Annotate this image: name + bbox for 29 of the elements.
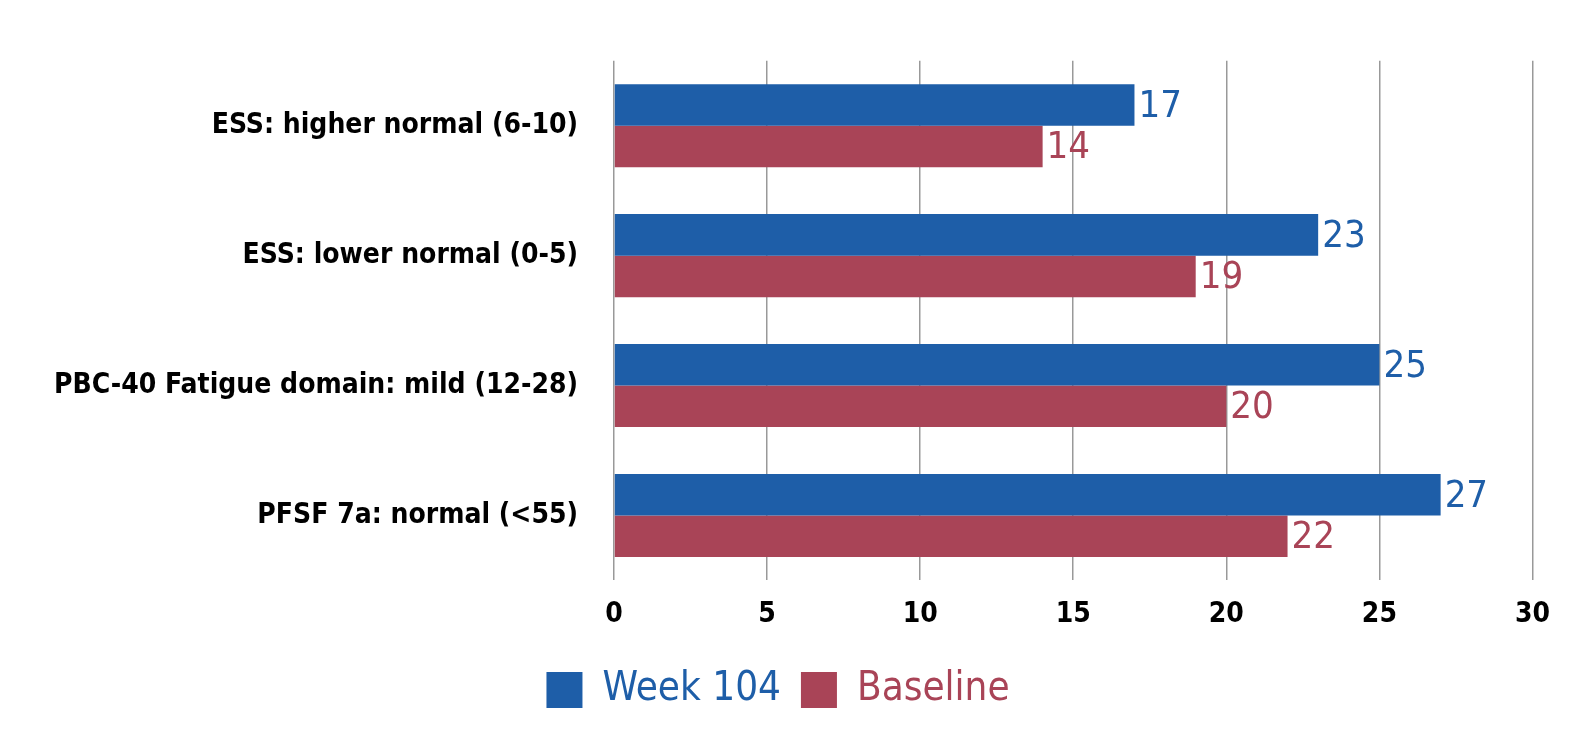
x-tick-label: 10 (902, 596, 938, 630)
y-tick-label: ESS: higher normal (6-10) (211, 107, 578, 141)
x-tick-label: 0 (605, 596, 623, 630)
x-tick-label: 30 (1514, 596, 1550, 630)
x-tick-label: 5 (758, 596, 776, 630)
data-label: 19 (1199, 253, 1244, 298)
bar (614, 473, 1441, 516)
y-tick-label: ESS: lower normal (0-5) (242, 236, 578, 270)
bar (614, 214, 1319, 256)
data-label: 22 (1291, 513, 1336, 558)
bar (614, 343, 1380, 386)
bar (614, 125, 1043, 168)
x-tick-label: 20 (1208, 596, 1244, 630)
y-tick-label: PBC-40 Fatigue domain: mild (12-28) (53, 366, 578, 400)
legend-label: Baseline (856, 663, 1010, 710)
bar (614, 255, 1196, 298)
data-label: 23 (1322, 211, 1366, 256)
bar (614, 385, 1227, 428)
data-label: 17 (1138, 81, 1182, 126)
data-label: 14 (1046, 123, 1091, 168)
legend-label: Week 104 (602, 663, 781, 710)
x-tick-label: 25 (1361, 596, 1397, 630)
data-label: 27 (1444, 471, 1489, 516)
bar (614, 515, 1288, 558)
x-tick-label: 15 (1055, 596, 1091, 630)
bar (614, 84, 1135, 126)
data-label: 20 (1230, 383, 1274, 428)
data-label: 25 (1383, 341, 1427, 386)
y-tick-label: PFSF 7a: normal (<55) (257, 496, 578, 530)
